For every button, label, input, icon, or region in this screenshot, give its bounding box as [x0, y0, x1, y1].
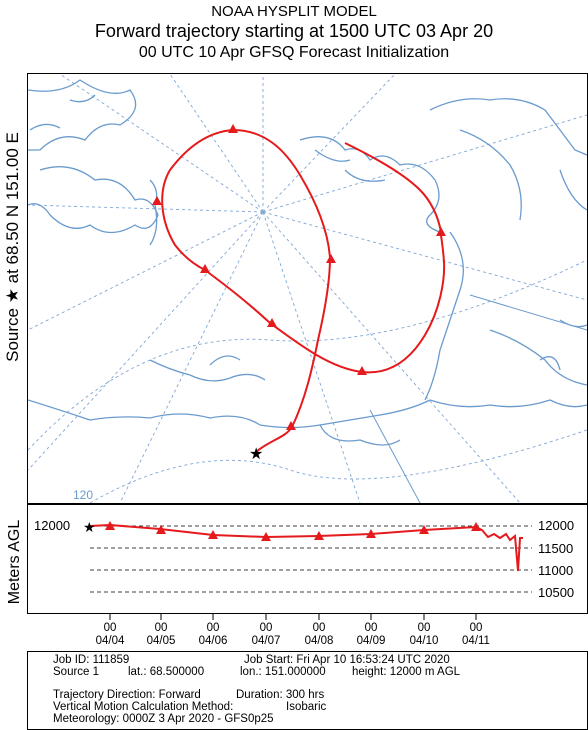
xtick-date: 04/10: [409, 635, 439, 647]
xtick-hour: 00: [206, 622, 220, 634]
trajectory-direction: Trajectory Direction: Forward: [53, 689, 201, 701]
chart-title: Forward trajectory starting at 1500 UTC …: [94, 21, 494, 41]
xtick-hour: 00: [103, 622, 117, 634]
xtick-hour: 00: [364, 622, 378, 634]
xtick-hour: 00: [259, 622, 273, 634]
source-height: height: 12000 m AGL: [352, 666, 461, 678]
triangle-marker-icon: [208, 530, 218, 539]
triangle-marker-icon: [419, 525, 429, 534]
xtick-date: 04/06: [198, 635, 228, 647]
triangle-marker-icon: [200, 264, 210, 273]
duration: Duration: 300 hrs: [236, 689, 325, 701]
source-lon: lon.: 151.000000: [240, 666, 326, 678]
triangle-marker-icon: [261, 532, 271, 541]
source-lat: lat.: 68.500000: [128, 666, 205, 678]
xtick-date: 04/08: [304, 635, 334, 647]
xtick-date: 04/11: [462, 635, 490, 647]
left-ytick-label: 12000: [34, 518, 71, 533]
xtick-hour: 00: [469, 622, 483, 634]
job-start: Job Start: Fri Apr 10 16:53:24 UTC 2020: [244, 654, 450, 666]
star-icon: ★: [83, 520, 96, 536]
lat-lon-grid: [28, 74, 587, 503]
xtick-date: 04/05: [146, 635, 176, 647]
chart-subtitle: 00 UTC 10 Apr GFSQ Forecast Initializati…: [138, 44, 450, 61]
job-info-footer: Job ID: 111859 Job Start: Fri Apr 10 16:…: [27, 651, 588, 730]
triangle-marker-icon: [286, 421, 296, 430]
xtick-date: 04/07: [251, 635, 281, 647]
triangle-marker-icon: [326, 254, 336, 263]
xtick-date: 04/09: [356, 635, 386, 647]
trajectory-markers: [152, 124, 446, 430]
triangle-marker-icon: [152, 196, 162, 205]
triangle-marker-icon: [228, 124, 238, 133]
profile-markers: [105, 521, 481, 541]
job-id: Job ID: 111859: [53, 654, 130, 666]
vertical-motion-value: Isobaric: [286, 701, 327, 713]
vertical-motion-method: Vertical Motion Calculation Method:: [53, 701, 234, 713]
triangle-marker-icon: [357, 366, 367, 375]
grid-longitude-label: 120: [73, 488, 94, 502]
model-title: NOAA HYSPLIT MODEL: [211, 3, 377, 20]
triangle-marker-icon: [366, 529, 376, 538]
right-ytick-label: 10500: [538, 585, 575, 600]
triangle-marker-icon: [314, 531, 324, 540]
xtick-hour: 00: [154, 622, 168, 634]
xtick-hour: 00: [417, 622, 431, 634]
triangle-marker-icon: [156, 525, 166, 534]
triangle-marker-icon: [105, 521, 115, 530]
source-number: Source 1: [53, 666, 100, 678]
star-icon: ★: [249, 444, 263, 463]
xtick-hour: 00: [312, 622, 326, 634]
trajectory: [161, 128, 446, 453]
xtick-date: 04/04: [95, 635, 125, 647]
right-ytick-label: 12000: [538, 518, 575, 533]
triangle-marker-icon: [267, 318, 277, 327]
triangle-marker-icon: [471, 522, 481, 531]
right-ytick-label: 11500: [538, 541, 574, 556]
meteorology: Meteorology: 0000Z 3 Apr 2020 - GFS0p25: [53, 713, 274, 725]
triangle-marker-icon: [436, 227, 446, 236]
right-ytick-label: 11000: [538, 563, 574, 578]
